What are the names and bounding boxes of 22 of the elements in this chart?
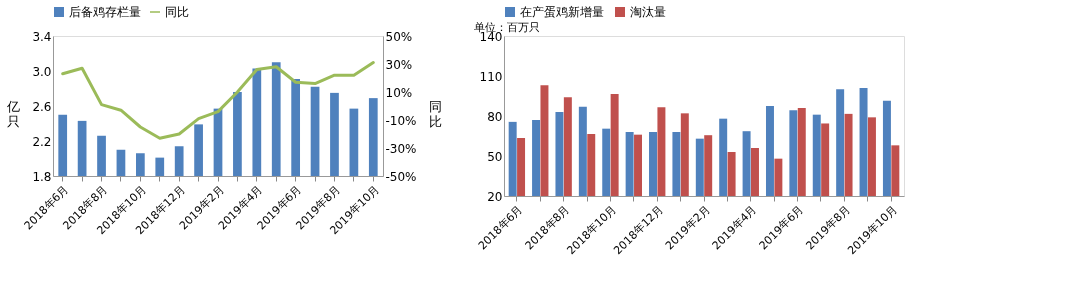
y-tick-label: 3.0 xyxy=(32,64,52,79)
legend-label: 淘汰量 xyxy=(630,5,666,19)
y2-tick-label: -30% xyxy=(385,141,417,156)
y-tick-label: 80 xyxy=(487,109,503,124)
y2-tick-label: -50% xyxy=(385,169,417,184)
legend-label: 在产蛋鸡新增量 xyxy=(520,5,604,19)
y-tick-label: 110 xyxy=(479,69,503,84)
legend-label: 同比 xyxy=(165,5,189,19)
y2-tick-label: 50% xyxy=(385,29,413,44)
y-axis-title: 亿只 xyxy=(5,98,20,129)
y2-tick-label: -10% xyxy=(385,113,417,128)
y-tick-label: 2.2 xyxy=(32,134,52,149)
y-tick-label: 2.6 xyxy=(32,99,52,114)
y2-axis-title: 同比 xyxy=(429,98,442,129)
y-tick-label: 20 xyxy=(487,189,503,204)
y2-tick-label: 10% xyxy=(385,85,413,100)
legend-label: 后备鸡存栏量 xyxy=(69,5,141,19)
y-tick-label: 3.4 xyxy=(32,29,52,44)
line-series xyxy=(61,61,375,140)
y-tick-label: 1.8 xyxy=(32,169,52,184)
y-tick-label: 50 xyxy=(487,149,503,164)
y2-tick-label: 30% xyxy=(385,57,413,72)
